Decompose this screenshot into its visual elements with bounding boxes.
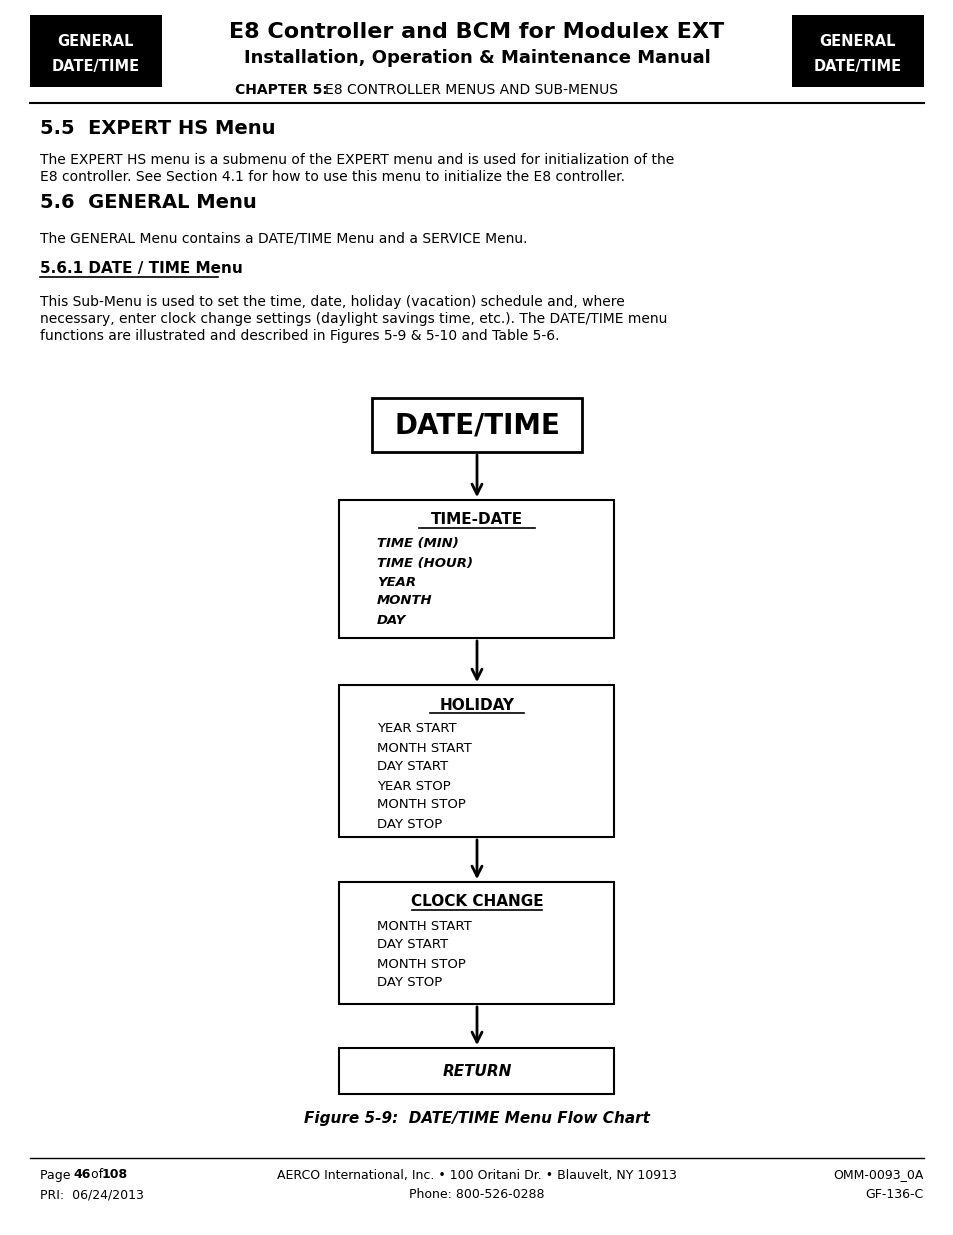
Text: 46: 46: [73, 1168, 91, 1182]
Text: MONTH START: MONTH START: [376, 920, 471, 932]
Bar: [339, 685, 614, 837]
Bar: [339, 500, 614, 638]
Text: YEAR: YEAR: [376, 576, 416, 589]
Text: Page: Page: [40, 1168, 74, 1182]
Text: Installation, Operation & Maintenance Manual: Installation, Operation & Maintenance Ma…: [243, 49, 710, 67]
Bar: [339, 1049, 614, 1094]
Text: RETURN: RETURN: [442, 1063, 511, 1078]
Text: 108: 108: [102, 1168, 128, 1182]
Text: DAY START: DAY START: [376, 939, 448, 951]
Text: DAY STOP: DAY STOP: [376, 818, 442, 830]
Text: GF-136-C: GF-136-C: [864, 1188, 923, 1202]
Bar: [372, 398, 581, 452]
Text: DAY: DAY: [376, 614, 406, 626]
Text: E8 controller. See Section 4.1 for how to use this menu to initialize the E8 con: E8 controller. See Section 4.1 for how t…: [40, 170, 624, 184]
Text: YEAR START: YEAR START: [376, 722, 456, 736]
Text: TIME-DATE: TIME-DATE: [431, 513, 522, 527]
Text: necessary, enter clock change settings (daylight savings time, etc.). The DATE/T: necessary, enter clock change settings (…: [40, 312, 667, 326]
Text: Figure 5-9:  DATE/TIME Menu Flow Chart: Figure 5-9: DATE/TIME Menu Flow Chart: [304, 1110, 649, 1125]
Text: GENERAL: GENERAL: [819, 33, 895, 48]
Text: CLOCK CHANGE: CLOCK CHANGE: [410, 894, 543, 909]
Text: 5.5  EXPERT HS Menu: 5.5 EXPERT HS Menu: [40, 119, 275, 137]
Text: TIME (HOUR): TIME (HOUR): [376, 557, 473, 569]
Text: functions are illustrated and described in Figures 5-9 & 5-10 and Table 5-6.: functions are illustrated and described …: [40, 329, 558, 343]
Text: MONTH STOP: MONTH STOP: [376, 957, 465, 971]
Bar: [30, 15, 162, 86]
Text: E8 Controller and BCM for Modulex EXT: E8 Controller and BCM for Modulex EXT: [229, 22, 724, 42]
Text: OMM-0093_0A: OMM-0093_0A: [833, 1168, 923, 1182]
Text: PRI:  06/24/2013: PRI: 06/24/2013: [40, 1188, 144, 1202]
Bar: [339, 882, 614, 1004]
Text: CHAPTER 5:: CHAPTER 5:: [234, 83, 328, 98]
Text: TIME (MIN): TIME (MIN): [376, 537, 458, 551]
Text: of: of: [87, 1168, 107, 1182]
Text: DATE/TIME: DATE/TIME: [394, 411, 559, 438]
Text: 5.6  GENERAL Menu: 5.6 GENERAL Menu: [40, 194, 256, 212]
Text: The EXPERT HS menu is a submenu of the EXPERT menu and is used for initializatio: The EXPERT HS menu is a submenu of the E…: [40, 153, 674, 167]
Text: This Sub-Menu is used to set the time, date, holiday (vacation) schedule and, wh: This Sub-Menu is used to set the time, d…: [40, 295, 624, 309]
Text: YEAR STOP: YEAR STOP: [376, 779, 450, 793]
Text: MONTH: MONTH: [376, 594, 432, 608]
Text: Phone: 800-526-0288: Phone: 800-526-0288: [409, 1188, 544, 1202]
Text: The GENERAL Menu contains a DATE/TIME Menu and a SERVICE Menu.: The GENERAL Menu contains a DATE/TIME Me…: [40, 232, 527, 246]
Text: DAY STOP: DAY STOP: [376, 977, 442, 989]
Text: MONTH STOP: MONTH STOP: [376, 799, 465, 811]
Text: DATE/TIME: DATE/TIME: [813, 59, 902, 74]
Text: E8 CONTROLLER MENUS AND SUB-MENUS: E8 CONTROLLER MENUS AND SUB-MENUS: [325, 83, 618, 98]
Text: DAY START: DAY START: [376, 761, 448, 773]
Text: DATE/TIME: DATE/TIME: [51, 59, 140, 74]
Text: 5.6.1 DATE / TIME Menu: 5.6.1 DATE / TIME Menu: [40, 261, 242, 275]
Text: AERCO International, Inc. • 100 Oritani Dr. • Blauvelt, NY 10913: AERCO International, Inc. • 100 Oritani …: [276, 1168, 677, 1182]
Text: GENERAL: GENERAL: [58, 33, 134, 48]
Text: HOLIDAY: HOLIDAY: [439, 698, 514, 713]
Bar: [791, 15, 923, 86]
Text: MONTH START: MONTH START: [376, 741, 471, 755]
